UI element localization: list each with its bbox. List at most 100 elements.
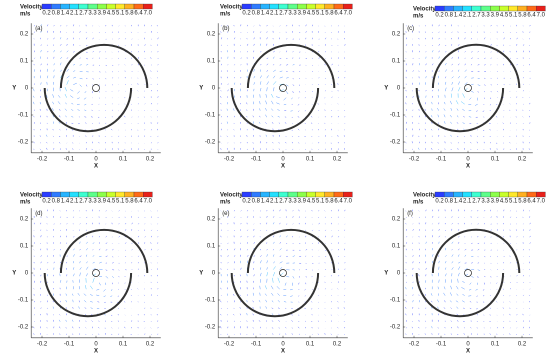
velocity-vector	[438, 279, 440, 283]
velocity-vector	[468, 288, 472, 291]
velocity-vector	[437, 286, 439, 290]
velocity-vector	[405, 327, 407, 329]
velocity-vector	[291, 122, 293, 124]
colorbar-swatch	[343, 191, 353, 198]
velocity-vector	[52, 300, 54, 303]
velocity-vector	[78, 300, 80, 303]
velocity-vector	[150, 135, 152, 137]
velocity-vector	[40, 30, 42, 33]
y-tick-label: -0.2	[18, 140, 29, 146]
velocity-vector	[157, 96, 159, 98]
velocity-vector	[509, 142, 511, 144]
colorbar-unit: m/s	[20, 12, 31, 18]
velocity-vector	[85, 84, 88, 87]
velocity-vector	[278, 320, 280, 322]
velocity-vector	[292, 63, 295, 66]
velocity-vector	[509, 307, 511, 309]
velocity-vector	[79, 261, 81, 264]
velocity-vector	[253, 75, 256, 79]
x-tick-label: 0	[466, 156, 470, 162]
velocity-vector	[438, 24, 440, 27]
y-tick-label: 0.1	[392, 59, 401, 65]
colorbar-tick-label: 6.4	[134, 199, 143, 205]
velocity-vector	[99, 261, 102, 264]
velocity-vector	[118, 38, 120, 40]
colorbar-swatch	[297, 191, 307, 198]
velocity-vector	[471, 83, 474, 85]
velocity-vector	[65, 319, 67, 322]
velocity-vector	[456, 286, 459, 290]
velocity-vector	[105, 276, 109, 279]
velocity-vector	[290, 288, 293, 291]
velocity-vector	[298, 91, 301, 93]
velocity-vector	[52, 128, 54, 131]
velocity-vector	[451, 31, 453, 33]
colorbar-tick-label: 5.1	[116, 199, 125, 205]
x-tick-label: 0.2	[146, 341, 155, 347]
velocity-vector	[247, 236, 249, 238]
velocity-vector	[324, 288, 326, 290]
velocity-vector	[57, 101, 61, 105]
velocity-vector	[110, 295, 113, 297]
velocity-vector	[337, 76, 340, 79]
velocity-vector	[71, 109, 74, 111]
velocity-vector	[64, 87, 67, 92]
velocity-vector	[312, 262, 314, 264]
velocity-vector	[226, 148, 228, 150]
velocity-vector	[461, 287, 465, 290]
velocity-vector	[438, 235, 441, 238]
velocity-vector	[118, 269, 120, 271]
velocity-vector	[117, 295, 119, 297]
colorbar-swatch	[490, 5, 500, 12]
shaft	[464, 269, 472, 277]
y-tick-label: 0.2	[392, 32, 401, 38]
velocity-vector	[318, 77, 320, 79]
velocity-vector	[344, 314, 346, 316]
velocity-vector	[412, 281, 414, 283]
velocity-vector	[156, 313, 158, 316]
colorbar-tick-label: 2.7	[472, 13, 481, 19]
velocity-vector	[331, 63, 333, 66]
velocity-vector	[79, 217, 81, 218]
colorbar-swatch	[124, 3, 135, 10]
velocity-vector	[457, 266, 461, 270]
colorbar-tick-label: 0.2	[435, 13, 444, 19]
velocity-vector	[522, 116, 524, 118]
y-axis-label: Y	[12, 86, 16, 92]
velocity-vector	[457, 87, 461, 92]
velocity-vector	[110, 289, 113, 292]
velocity-vector	[92, 277, 95, 283]
velocity-vector	[253, 82, 256, 85]
y-tick-label: 0.2	[20, 32, 29, 38]
velocity-vector	[337, 83, 339, 85]
velocity-vector	[451, 57, 453, 59]
velocity-vector	[59, 62, 62, 66]
velocity-vector	[40, 307, 42, 309]
velocity-vector	[522, 90, 524, 92]
velocity-vector	[53, 37, 55, 40]
colorbar-tick-label: 0.8	[445, 13, 454, 19]
x-tick-label: 0.1	[306, 156, 315, 162]
colorbar-tick-label: 3.3	[88, 199, 97, 205]
velocity-vector	[220, 63, 222, 66]
colorbar-tick-label: 5.8	[518, 199, 527, 205]
velocity-vector	[265, 94, 267, 98]
velocity-vector	[528, 294, 530, 296]
colorbar-swatch	[333, 3, 344, 10]
velocity-vector	[240, 235, 242, 238]
velocity-vector	[58, 121, 61, 124]
velocity-vector	[58, 326, 61, 329]
velocity-vector	[233, 314, 235, 316]
velocity-vector	[73, 76, 76, 79]
velocity-vector	[522, 326, 524, 329]
velocity-vector	[338, 70, 340, 72]
velocity-vector	[431, 229, 434, 231]
velocity-vector	[233, 261, 235, 264]
velocity-vector	[464, 75, 467, 79]
velocity-vector	[86, 64, 89, 66]
colorbar-tick-label: 4.5	[500, 199, 509, 205]
velocity-vector	[53, 249, 55, 251]
velocity-vector	[144, 83, 146, 85]
velocity-vector	[509, 320, 511, 322]
